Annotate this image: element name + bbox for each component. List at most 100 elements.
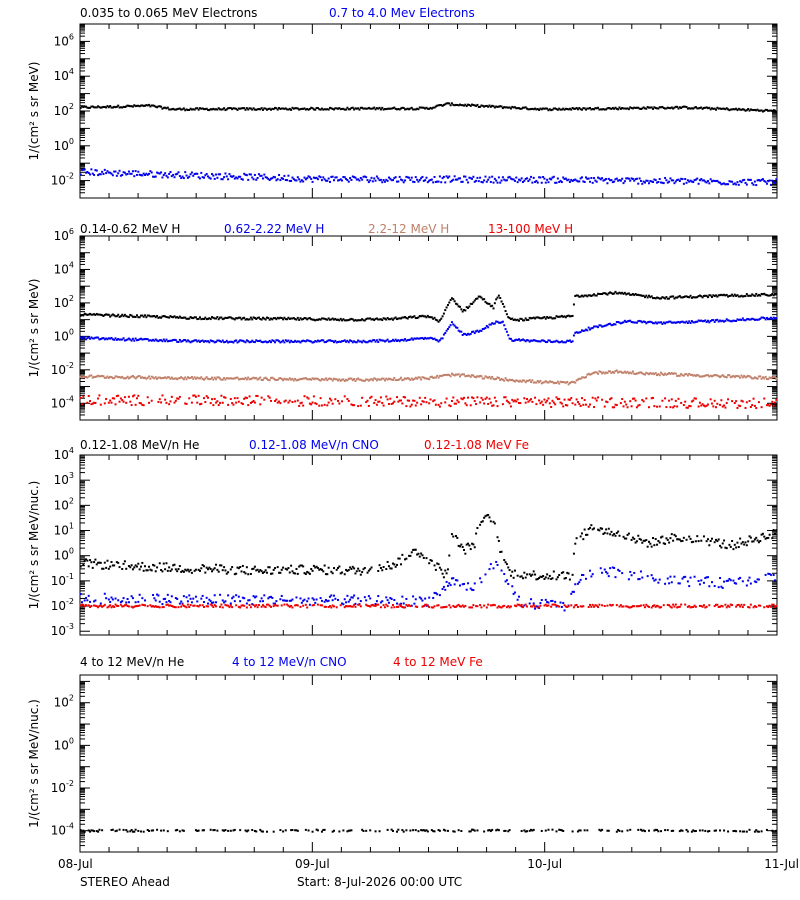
data-point bbox=[668, 180, 671, 183]
data-point bbox=[379, 378, 382, 381]
data-point bbox=[591, 396, 594, 399]
data-point bbox=[255, 595, 258, 598]
data-point bbox=[463, 605, 466, 608]
data-point bbox=[117, 313, 120, 316]
data-point bbox=[267, 566, 270, 569]
data-point bbox=[373, 106, 376, 109]
data-point bbox=[177, 340, 180, 343]
data-point bbox=[311, 180, 314, 183]
data-point bbox=[590, 605, 593, 608]
data-point bbox=[296, 379, 299, 382]
data-point bbox=[463, 373, 466, 376]
data-point bbox=[528, 399, 531, 402]
data-point bbox=[110, 596, 113, 599]
data-point bbox=[109, 600, 112, 603]
data-point bbox=[485, 180, 488, 183]
data-point bbox=[643, 107, 646, 110]
data-point bbox=[351, 379, 354, 382]
data-point bbox=[311, 597, 314, 600]
data-point bbox=[759, 179, 762, 182]
data-point bbox=[90, 313, 93, 316]
data-point bbox=[150, 399, 153, 402]
data-point bbox=[95, 563, 98, 566]
data-point bbox=[190, 340, 193, 343]
data-point bbox=[316, 566, 319, 569]
data-point bbox=[418, 396, 421, 399]
data-point bbox=[544, 598, 547, 601]
data-point bbox=[591, 528, 594, 531]
data-point bbox=[383, 340, 386, 343]
data-point bbox=[618, 291, 621, 294]
data-point bbox=[442, 103, 445, 106]
data-point bbox=[379, 178, 382, 181]
data-point bbox=[244, 376, 247, 379]
data-point bbox=[536, 380, 539, 383]
data-point bbox=[101, 374, 104, 377]
data-point bbox=[499, 379, 502, 382]
data-point bbox=[642, 373, 645, 376]
data-point bbox=[283, 107, 286, 110]
data-point bbox=[197, 568, 200, 571]
data-point bbox=[617, 292, 620, 295]
data-point bbox=[433, 605, 436, 608]
data-point bbox=[666, 577, 669, 580]
data-point bbox=[413, 181, 416, 184]
data-point bbox=[382, 339, 385, 342]
data-point bbox=[111, 377, 114, 380]
data-point bbox=[477, 375, 480, 378]
data-point bbox=[283, 400, 286, 403]
data-point bbox=[83, 560, 86, 563]
data-point bbox=[751, 404, 754, 407]
data-point bbox=[642, 320, 645, 323]
data-point bbox=[126, 375, 129, 378]
data-point bbox=[472, 104, 475, 107]
data-point bbox=[198, 377, 201, 380]
data-point bbox=[771, 317, 774, 320]
data-point bbox=[653, 405, 656, 408]
data-point bbox=[270, 108, 273, 111]
data-point bbox=[117, 338, 120, 341]
data-point bbox=[621, 291, 624, 294]
data-point bbox=[275, 604, 278, 607]
data-point bbox=[255, 317, 258, 320]
data-point bbox=[343, 606, 346, 609]
data-point bbox=[606, 572, 609, 575]
data-point bbox=[200, 567, 203, 570]
data-point bbox=[109, 315, 112, 318]
data-point bbox=[713, 541, 716, 544]
data-point bbox=[622, 371, 625, 374]
data-point bbox=[757, 109, 760, 112]
data-point bbox=[386, 338, 389, 341]
data-point bbox=[400, 107, 403, 110]
data-point bbox=[326, 108, 329, 111]
data-point bbox=[685, 538, 688, 541]
data-point bbox=[501, 403, 504, 406]
data-point bbox=[593, 605, 596, 608]
data-point bbox=[393, 599, 396, 602]
data-point bbox=[83, 376, 86, 379]
data-point bbox=[480, 606, 483, 609]
data-point bbox=[134, 403, 137, 406]
data-point bbox=[135, 376, 138, 379]
data-point bbox=[647, 540, 650, 543]
data-point bbox=[122, 605, 125, 608]
data-point bbox=[532, 339, 535, 342]
data-point bbox=[400, 376, 403, 379]
data-point bbox=[448, 326, 451, 329]
data-point bbox=[662, 106, 665, 109]
data-point bbox=[245, 378, 248, 381]
data-point bbox=[342, 378, 345, 381]
data-point bbox=[337, 399, 340, 402]
data-point bbox=[515, 107, 518, 110]
data-point bbox=[586, 329, 589, 332]
data-point bbox=[307, 397, 310, 400]
data-point bbox=[165, 338, 168, 341]
data-point bbox=[402, 339, 405, 342]
data-point bbox=[635, 372, 638, 375]
data-point bbox=[554, 403, 557, 406]
data-point bbox=[416, 337, 419, 340]
data-point bbox=[436, 319, 439, 322]
data-point bbox=[165, 562, 168, 565]
data-point bbox=[232, 107, 235, 110]
data-point bbox=[741, 400, 744, 403]
